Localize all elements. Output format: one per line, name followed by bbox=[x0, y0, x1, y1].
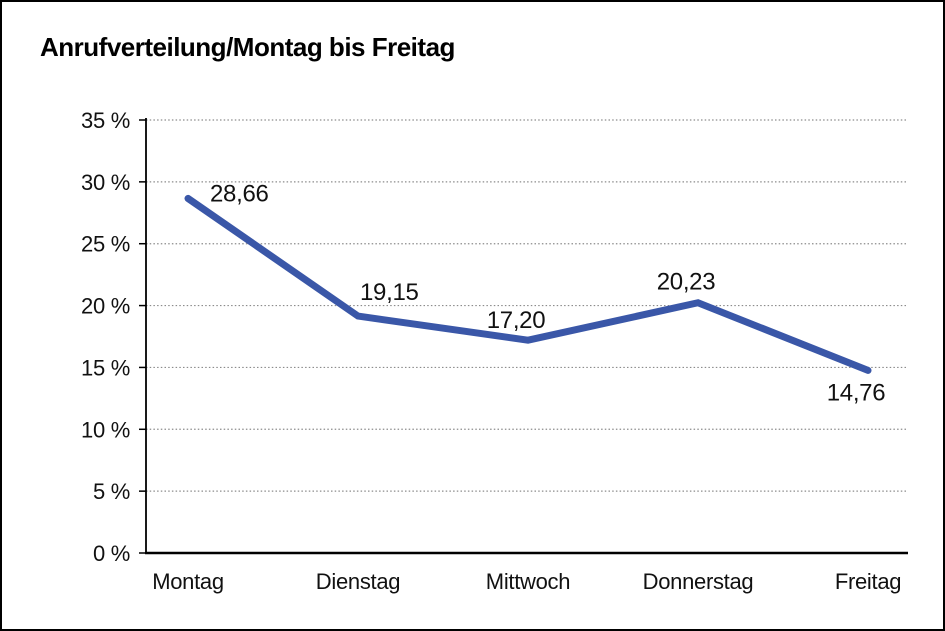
y-tick-label: 30 % bbox=[81, 170, 130, 195]
data-point-label: 17,20 bbox=[487, 307, 546, 334]
y-tick-label: 5 % bbox=[93, 479, 130, 504]
y-tick-label: 0 % bbox=[93, 541, 130, 566]
y-tick-label: 10 % bbox=[81, 417, 130, 442]
y-tick-label: 25 % bbox=[81, 232, 130, 257]
chart-title: Anrufverteilung/Montag bis Freitag bbox=[40, 32, 455, 62]
data-point-label: 20,23 bbox=[657, 269, 716, 296]
x-category-label: Donnerstag bbox=[643, 569, 754, 594]
data-point-label: 14,76 bbox=[827, 379, 886, 406]
data-series-line bbox=[184, 194, 872, 374]
y-tick-label: 20 % bbox=[81, 294, 130, 319]
y-tick-label: 15 % bbox=[81, 355, 130, 380]
data-point-label: 19,15 bbox=[360, 279, 419, 306]
y-tick-label: 35 % bbox=[81, 108, 130, 133]
x-category-label: Montag bbox=[152, 569, 224, 594]
x-category-label: Freitag bbox=[835, 569, 901, 594]
x-category-label: Mittwoch bbox=[486, 569, 570, 594]
data-point-label: 28,66 bbox=[210, 180, 269, 207]
x-category-label: Dienstag bbox=[316, 569, 400, 594]
